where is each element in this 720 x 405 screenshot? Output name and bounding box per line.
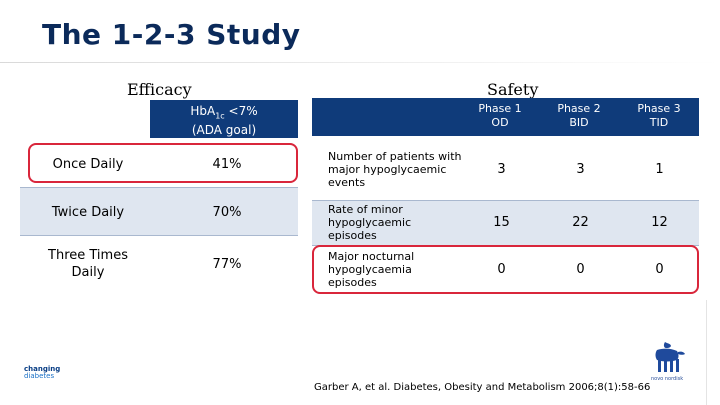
row-value: 77% bbox=[212, 256, 242, 272]
novo-nordisk-logo: novo nordisk bbox=[645, 340, 689, 388]
table-row: Number of patients with major hypoglycae… bbox=[312, 138, 699, 200]
row-label: Once Daily bbox=[52, 156, 124, 172]
row-value: 0 bbox=[497, 262, 506, 277]
nocturnal-highlight bbox=[312, 245, 699, 294]
row-value: 3 bbox=[576, 161, 585, 177]
phase-2-header: Phase 2 BID bbox=[539, 102, 619, 130]
safety-column-header bbox=[312, 98, 699, 136]
row-label: Rate of minor hypoglycaemic episodes bbox=[328, 203, 412, 242]
table-row: Twice Daily 70% bbox=[20, 188, 298, 236]
row-divider bbox=[20, 235, 298, 236]
phase-1-header: Phase 1 OD bbox=[460, 102, 540, 130]
table-row: Three Times Daily 77% bbox=[20, 236, 298, 292]
header-hba-target: <7% bbox=[224, 104, 258, 118]
efficacy-column-header: HbA1c <7% (ADA goal) bbox=[150, 100, 298, 138]
row-value: 15 bbox=[493, 215, 510, 230]
table-row: Major nocturnal hypoglycaemia episodes 0… bbox=[312, 245, 699, 294]
logo-line-2: diabetes bbox=[24, 372, 55, 380]
row-divider bbox=[312, 200, 699, 201]
phase-3-header: Phase 3 TID bbox=[619, 102, 699, 130]
row-value: 41% bbox=[212, 156, 242, 172]
page-title: The 1-2-3 Study bbox=[42, 18, 301, 51]
phase-1-title: Phase 1 bbox=[478, 102, 522, 115]
phase-1-dosing: OD bbox=[491, 116, 509, 129]
row-label: Three Times Daily bbox=[48, 248, 128, 280]
slide-edge bbox=[706, 300, 707, 405]
phase-3-dosing: TID bbox=[649, 116, 669, 129]
title-divider bbox=[0, 62, 720, 63]
row-value: 0 bbox=[576, 262, 585, 277]
efficacy-table: Once Daily 41% Twice Daily 70% Three Tim… bbox=[20, 140, 298, 292]
brand-text: novo nordisk bbox=[651, 376, 684, 382]
row-value: 70% bbox=[212, 204, 242, 220]
header-ada-goal: (ADA goal) bbox=[191, 123, 257, 138]
phase-2-title: Phase 2 bbox=[557, 102, 601, 115]
row-value: 0 bbox=[655, 262, 664, 277]
row-label: Major nocturnal hypoglycaemia episodes bbox=[328, 250, 415, 289]
logo-line-1: changing bbox=[24, 365, 61, 373]
table-row: Once Daily 41% bbox=[20, 140, 298, 188]
changing-diabetes-logo: changing diabetes bbox=[24, 366, 60, 380]
row-label: Number of patients with major hypoglycae… bbox=[328, 149, 462, 189]
citation: Garber A, et al. Diabetes, Obesity and M… bbox=[314, 382, 651, 393]
once-daily-highlight bbox=[28, 143, 298, 183]
row-label: Twice Daily bbox=[51, 204, 125, 220]
phase-3-title: Phase 3 bbox=[637, 102, 681, 115]
apis-bull-icon bbox=[655, 342, 685, 372]
row-value: 22 bbox=[572, 215, 589, 230]
header-hba-subscript: 1c bbox=[215, 111, 225, 121]
phase-2-dosing: BID bbox=[569, 116, 589, 129]
row-value: 12 bbox=[651, 215, 668, 230]
header-hba: HbA bbox=[190, 104, 216, 118]
row-value: 1 bbox=[655, 161, 664, 177]
table-row: Rate of minor hypoglycaemic episodes 15 … bbox=[312, 200, 699, 245]
efficacy-label: Efficacy bbox=[127, 80, 192, 99]
row-divider bbox=[20, 187, 298, 188]
safety-label: Safety bbox=[487, 80, 539, 99]
row-value: 3 bbox=[497, 161, 506, 177]
safety-table: Number of patients with major hypoglycae… bbox=[312, 138, 699, 294]
